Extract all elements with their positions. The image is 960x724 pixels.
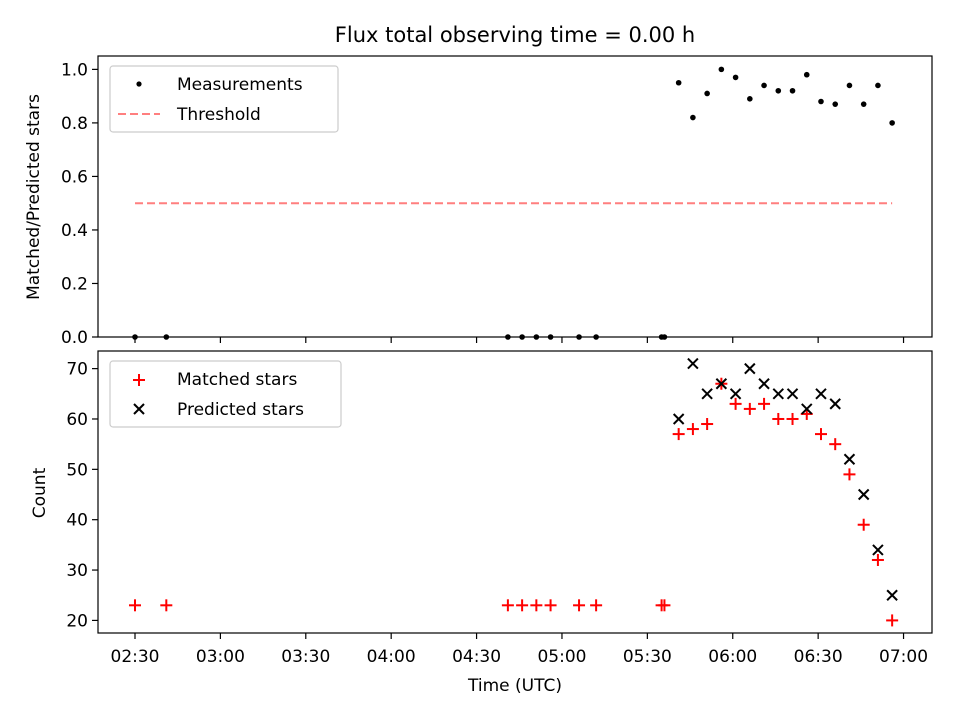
matched-star-point bbox=[129, 599, 142, 612]
matched-star-point bbox=[160, 599, 173, 612]
predicted-star-point bbox=[701, 388, 713, 400]
measurement-point bbox=[675, 79, 682, 86]
top-ylabel: Matched/Predicted stars bbox=[24, 94, 44, 300]
xtick-label: 07:00 bbox=[879, 647, 928, 667]
measurement-point bbox=[732, 74, 739, 81]
bottom-legend-box bbox=[109, 360, 342, 428]
matched-star-point bbox=[772, 412, 785, 425]
legend-threshold-label: Threshold bbox=[176, 105, 261, 125]
xtick-label: 06:30 bbox=[794, 647, 843, 667]
matched-star-point bbox=[871, 553, 884, 566]
predicted-star-point bbox=[815, 388, 827, 400]
predicted-star-point bbox=[772, 388, 785, 400]
matched-star-point bbox=[672, 428, 685, 441]
measurement-point bbox=[846, 82, 853, 89]
xtick-label: 05:00 bbox=[537, 647, 586, 667]
bottom-ytick-label: 20 bbox=[66, 611, 88, 631]
matched-star-point bbox=[686, 423, 699, 436]
measurement-point bbox=[704, 90, 710, 97]
legend-predicted-marker bbox=[133, 403, 145, 415]
xtick-label: 02:30 bbox=[111, 647, 160, 667]
bottom-legend: Matched stars Predicted stars bbox=[109, 360, 342, 428]
predicted-star-point bbox=[843, 453, 856, 465]
matched-star-point bbox=[516, 599, 529, 612]
predicted-star-point bbox=[687, 357, 699, 370]
predicted-star-point bbox=[857, 488, 870, 501]
xtick-label: 05:30 bbox=[623, 647, 672, 667]
top-ytick-label: 1.0 bbox=[61, 60, 88, 80]
bottom-ytick-label: 60 bbox=[66, 410, 88, 430]
measurement-point bbox=[818, 98, 824, 105]
top-axes: Flux total observing time = 0.00 h Match… bbox=[24, 23, 933, 348]
measurement-point bbox=[789, 87, 796, 94]
xlabel: Time (UTC) bbox=[467, 676, 562, 696]
predicted-star-point bbox=[729, 388, 742, 400]
legend-measurements-label: Measurements bbox=[177, 75, 303, 95]
xtick-label: 04:30 bbox=[452, 647, 501, 667]
measurement-point bbox=[775, 87, 782, 94]
bottom-ytick-label: 30 bbox=[66, 561, 88, 581]
xtick-label: 03:30 bbox=[281, 647, 330, 667]
top-ytick-label: 0.0 bbox=[61, 328, 88, 348]
matched-star-point bbox=[701, 418, 714, 431]
matched-star-point bbox=[729, 397, 742, 410]
xtick-label: 06:00 bbox=[708, 647, 757, 667]
top-ytick-label: 0.4 bbox=[61, 221, 88, 241]
predicted-star-point bbox=[786, 388, 799, 400]
predicted-star-point bbox=[886, 589, 898, 601]
measurement-point bbox=[875, 82, 881, 89]
chart-title: Flux total observing time = 0.00 h bbox=[335, 23, 695, 47]
legend-predicted-label: Predicted stars bbox=[177, 400, 304, 420]
matched-star-point bbox=[786, 412, 799, 425]
xtick-label: 03:00 bbox=[196, 647, 245, 667]
predicted-star-point bbox=[672, 413, 685, 425]
matched-star-point bbox=[886, 614, 899, 627]
matched-star-point bbox=[501, 599, 514, 612]
predicted-star-point bbox=[829, 398, 841, 410]
matched-star-point bbox=[814, 428, 827, 441]
bottom-ylabel: Count bbox=[30, 467, 50, 518]
predicted-star-point bbox=[744, 362, 756, 375]
measurement-point bbox=[803, 71, 810, 78]
legend-matched-marker bbox=[133, 374, 145, 386]
matched-star-point bbox=[829, 438, 842, 451]
measurement-point bbox=[690, 114, 696, 121]
xtick-label: 04:00 bbox=[367, 647, 416, 667]
measurement-point bbox=[832, 101, 839, 107]
matched-star-point bbox=[530, 599, 543, 612]
matched-star-point bbox=[857, 518, 870, 531]
matched-star-point bbox=[590, 599, 603, 612]
matched-star-point bbox=[658, 599, 671, 612]
measurement-point bbox=[718, 66, 725, 73]
matched-star-point bbox=[758, 397, 771, 410]
top-legend: Measurements Threshold bbox=[109, 65, 339, 133]
matched-star-point bbox=[843, 468, 856, 481]
matched-star-point bbox=[743, 402, 756, 415]
measurement-point bbox=[761, 82, 767, 89]
matched-star-point bbox=[544, 599, 557, 612]
top-ytick-label: 0.6 bbox=[61, 167, 88, 187]
top-legend-box bbox=[109, 65, 339, 133]
bottom-axes: Count Time (UTC) 02:30 03:00 03:30 04:00 04:… bbox=[30, 350, 933, 696]
top-ytick-label: 0.2 bbox=[61, 274, 88, 294]
measurement-point bbox=[889, 120, 895, 126]
predicted-star-point bbox=[758, 378, 770, 390]
measurement-point bbox=[747, 96, 753, 102]
predicted-star-point bbox=[715, 378, 728, 390]
bottom-ytick-label: 70 bbox=[66, 360, 88, 380]
bottom-plot-frame bbox=[97, 350, 933, 634]
bottom-ytick-label: 50 bbox=[66, 460, 88, 480]
legend-matched-label: Matched stars bbox=[177, 370, 297, 390]
predicted-star-point bbox=[872, 544, 884, 556]
bottom-ytick-label: 40 bbox=[66, 511, 88, 531]
measurement-point bbox=[860, 101, 867, 107]
legend-measurements-marker bbox=[136, 81, 142, 87]
predicted-star-point bbox=[801, 403, 813, 415]
top-ytick-label: 0.8 bbox=[61, 114, 88, 134]
top-plot-frame bbox=[97, 55, 933, 338]
matched-star-point bbox=[573, 599, 586, 612]
